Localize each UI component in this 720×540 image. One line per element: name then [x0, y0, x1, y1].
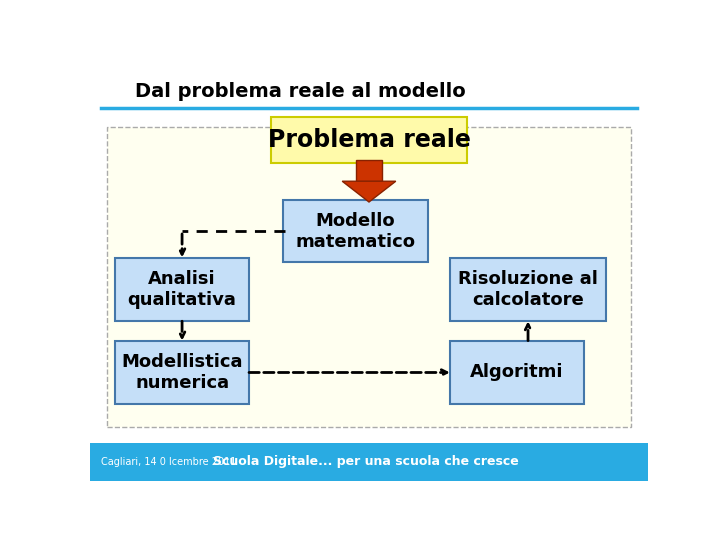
FancyBboxPatch shape [282, 200, 428, 262]
FancyBboxPatch shape [90, 443, 648, 481]
FancyBboxPatch shape [107, 127, 631, 427]
FancyBboxPatch shape [115, 258, 249, 321]
Polygon shape [356, 160, 382, 181]
Text: Modello
matematico: Modello matematico [295, 212, 415, 251]
Text: Cagliari, 14 0 lcembre 2011: Cagliari, 14 0 lcembre 2011 [101, 457, 237, 467]
Text: Risoluzione al
calcolatore: Risoluzione al calcolatore [458, 270, 598, 309]
Text: Analisi
qualitativa: Analisi qualitativa [127, 270, 236, 309]
Text: Algoritmi: Algoritmi [470, 363, 564, 381]
FancyBboxPatch shape [115, 341, 249, 404]
Text: Scuola Digitale... per una scuola che cresce: Scuola Digitale... per una scuola che cr… [213, 455, 518, 468]
Text: Problema reale: Problema reale [268, 127, 470, 152]
FancyBboxPatch shape [271, 117, 467, 163]
FancyBboxPatch shape [450, 258, 606, 321]
FancyBboxPatch shape [450, 341, 584, 404]
Polygon shape [342, 181, 396, 202]
Text: Modellistica
numerica: Modellistica numerica [121, 353, 243, 392]
Text: Dal problema reale al modello: Dal problema reale al modello [135, 82, 465, 102]
